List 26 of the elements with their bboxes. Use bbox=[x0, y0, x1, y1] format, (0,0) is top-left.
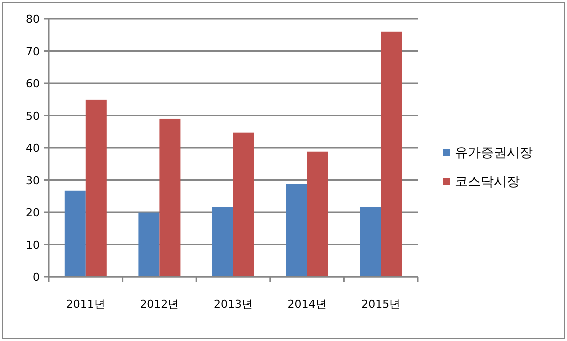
y-tick-label: 60 bbox=[26, 78, 40, 90]
legend-label: 코스닥시장 bbox=[455, 175, 520, 190]
bar bbox=[307, 152, 328, 277]
bar bbox=[212, 207, 234, 277]
legend-label: 유가증권시장 bbox=[455, 146, 533, 161]
y-tick-label: 10 bbox=[26, 238, 40, 252]
y-tick-label: 0 bbox=[33, 271, 40, 284]
x-tick-label: 2013년 bbox=[214, 298, 253, 311]
x-tick-label: 2014년 bbox=[288, 298, 327, 311]
bar bbox=[64, 190, 86, 277]
bar bbox=[360, 207, 382, 277]
y-tick-label: 30 bbox=[26, 174, 40, 188]
bar bbox=[234, 132, 254, 277]
bar bbox=[138, 212, 160, 277]
bar bbox=[286, 184, 308, 277]
x-tick-label: 2015년 bbox=[362, 298, 401, 311]
x-tick-label: 2012년 bbox=[140, 298, 180, 311]
y-tick-label: 80 bbox=[26, 13, 40, 26]
y-tick-label: 70 bbox=[26, 45, 40, 58]
bar bbox=[381, 32, 402, 277]
y-tick-label: 40 bbox=[26, 142, 40, 155]
y-tick-label: 50 bbox=[26, 110, 40, 123]
y-tick-label: 20 bbox=[26, 206, 40, 220]
bar bbox=[160, 118, 181, 277]
x-tick-label: 2011년 bbox=[66, 298, 106, 311]
bar bbox=[86, 100, 107, 277]
